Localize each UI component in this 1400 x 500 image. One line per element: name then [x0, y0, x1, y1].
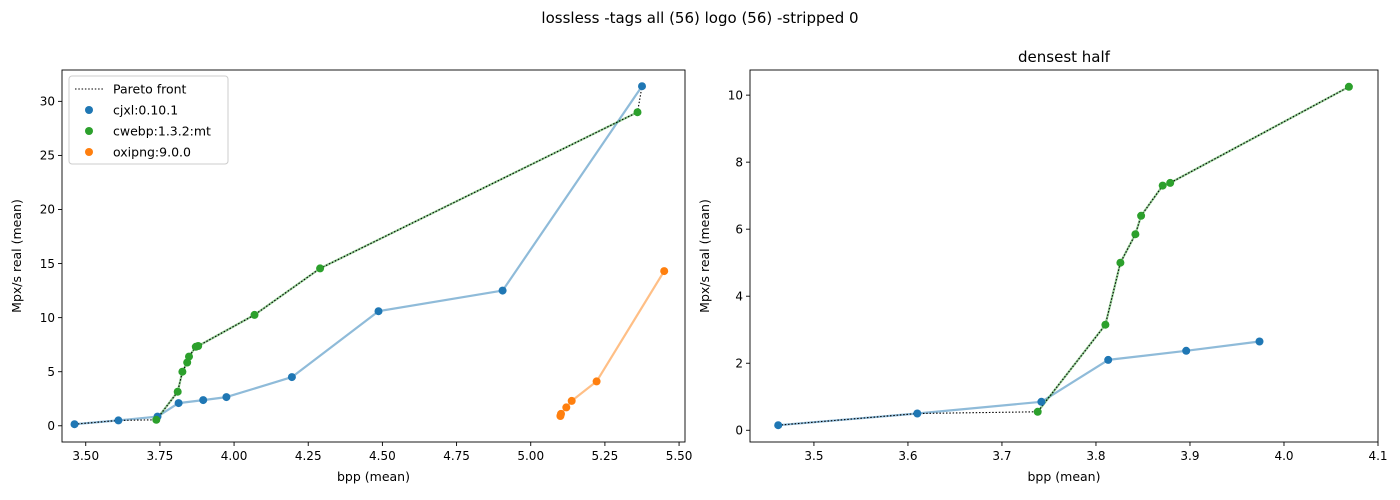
- figure-title: lossless -tags all (56) logo (56) -strip…: [541, 9, 858, 27]
- panel-title: densest half: [1018, 48, 1111, 66]
- legend-marker-3: [85, 148, 93, 156]
- data-point-1-4: [1137, 211, 1146, 220]
- x-tick-label-5: 4.75: [443, 449, 470, 463]
- data-point-1-0: [1033, 407, 1042, 416]
- data-point-1-1: [1101, 320, 1110, 329]
- data-point-1-0: [152, 415, 161, 424]
- data-point-0-8: [498, 286, 507, 295]
- data-point-0-5: [222, 393, 231, 402]
- data-point-1-1: [173, 387, 182, 396]
- data-point-0-1: [114, 416, 123, 425]
- y-tick-label-2: 10: [40, 311, 55, 325]
- legend-entry-2: cwebp:1.3.2:mt: [113, 124, 211, 139]
- x-tick-label-1: 3.6: [898, 449, 917, 463]
- data-point-0-6: [287, 373, 296, 382]
- data-point-1-3: [1131, 230, 1140, 239]
- data-point-0-5: [1255, 337, 1264, 346]
- x-axis-label: bpp (mean): [337, 469, 410, 484]
- legend-entry-1: cjxl:0.10.1: [113, 103, 178, 118]
- data-point-1-4: [185, 352, 193, 361]
- series-line-0: [74, 85, 643, 426]
- x-tick-label-8: 5.50: [666, 449, 693, 463]
- x-tick-label-2: 3.7: [992, 449, 1011, 463]
- data-point-0-3: [1104, 355, 1113, 364]
- chart-panel-full: 3.50 3.75 4.00 4.25 4.50 4.75 5.00 5.25 5.50 0 5 10…: [9, 69, 693, 484]
- x-tick-label-0: 3.50: [72, 449, 99, 463]
- legend-marker-1: [85, 106, 93, 114]
- plot-frame: [749, 69, 1379, 443]
- x-tick-label-6: 5.00: [517, 449, 544, 463]
- data-point-1-5: [1158, 181, 1167, 190]
- x-tick-label-6: 4.1: [1368, 449, 1387, 463]
- x-tick-label-2: 4.00: [221, 449, 248, 463]
- plot-frame: [61, 69, 686, 443]
- data-point-0-4: [199, 396, 208, 405]
- pareto-front-line: [778, 86, 1350, 426]
- x-tick-label-5: 4.0: [1274, 449, 1293, 463]
- data-point-0-2: [1037, 397, 1046, 406]
- data-point-1-2: [178, 367, 187, 376]
- data-point-0-1: [913, 409, 922, 418]
- series-line-1: [155, 111, 638, 421]
- y-axis-label: Mpx/s real (mean): [9, 199, 24, 313]
- y-tick-label-4: 20: [40, 203, 55, 217]
- data-point-1-9: [633, 108, 642, 117]
- legend: Pareto front cjxl:0.10.1 cwebp:1.3.2:mt oxi…: [68, 75, 229, 165]
- x-axis-label: bpp (mean): [1028, 469, 1101, 484]
- y-tick-label-1: 2: [735, 356, 743, 370]
- data-point-2-4: [592, 377, 601, 386]
- data-point-0-9: [638, 82, 646, 91]
- y-tick-label-1: 5: [47, 365, 55, 379]
- data-point-0-0: [70, 420, 79, 429]
- x-tick-label-3: 3.8: [1086, 449, 1105, 463]
- legend-frame: [68, 75, 229, 165]
- chart-panel-densest-half: 3.5 3.6 3.7 3.8 3.9 4.0 4.1 0 2 4 6 8 10 bpp (mean) Mp…: [697, 48, 1388, 484]
- y-tick-label-2: 4: [735, 289, 743, 303]
- y-tick-label-4: 8: [735, 155, 743, 169]
- series-line-2: [559, 270, 666, 417]
- legend-entry-3: oxipng:9.0.0: [113, 145, 191, 160]
- data-point-1-7: [250, 310, 259, 319]
- y-tick-label-3: 15: [40, 257, 55, 271]
- x-tick-label-0: 3.5: [804, 449, 823, 463]
- data-point-1-6: [194, 342, 203, 350]
- data-point-0-7: [374, 307, 383, 316]
- y-tick-label-0: 0: [735, 423, 743, 437]
- x-tick-label-1: 3.75: [147, 449, 174, 463]
- y-tick-label-3: 6: [735, 222, 743, 236]
- data-point-2-5: [660, 267, 669, 276]
- x-tick-label-3: 4.25: [295, 449, 322, 463]
- data-point-2-3: [567, 396, 576, 405]
- y-axis-label: Mpx/s real (mean): [697, 199, 712, 313]
- data-point-1-2: [1116, 258, 1125, 267]
- legend-entry-0: Pareto front: [113, 82, 187, 97]
- data-point-1-6: [1166, 178, 1175, 187]
- data-point-2-2: [562, 403, 571, 412]
- x-tick-label-4: 3.9: [1180, 449, 1199, 463]
- data-point-1-7: [1344, 82, 1353, 91]
- legend-marker-2: [85, 127, 93, 135]
- series-line-1: [1036, 85, 1350, 413]
- data-point-0-3: [174, 399, 183, 408]
- y-tick-label-5: 25: [40, 149, 55, 163]
- y-tick-label-0: 0: [47, 419, 55, 433]
- x-tick-label-4: 4.50: [369, 449, 396, 463]
- y-tick-label-5: 10: [728, 88, 743, 102]
- data-point-2-1: [557, 409, 565, 418]
- y-tick-label-6: 30: [40, 95, 55, 109]
- data-point-0-4: [1182, 346, 1191, 355]
- data-point-1-8: [316, 264, 325, 273]
- data-point-0-0: [774, 421, 783, 430]
- x-tick-label-7: 5.25: [592, 449, 619, 463]
